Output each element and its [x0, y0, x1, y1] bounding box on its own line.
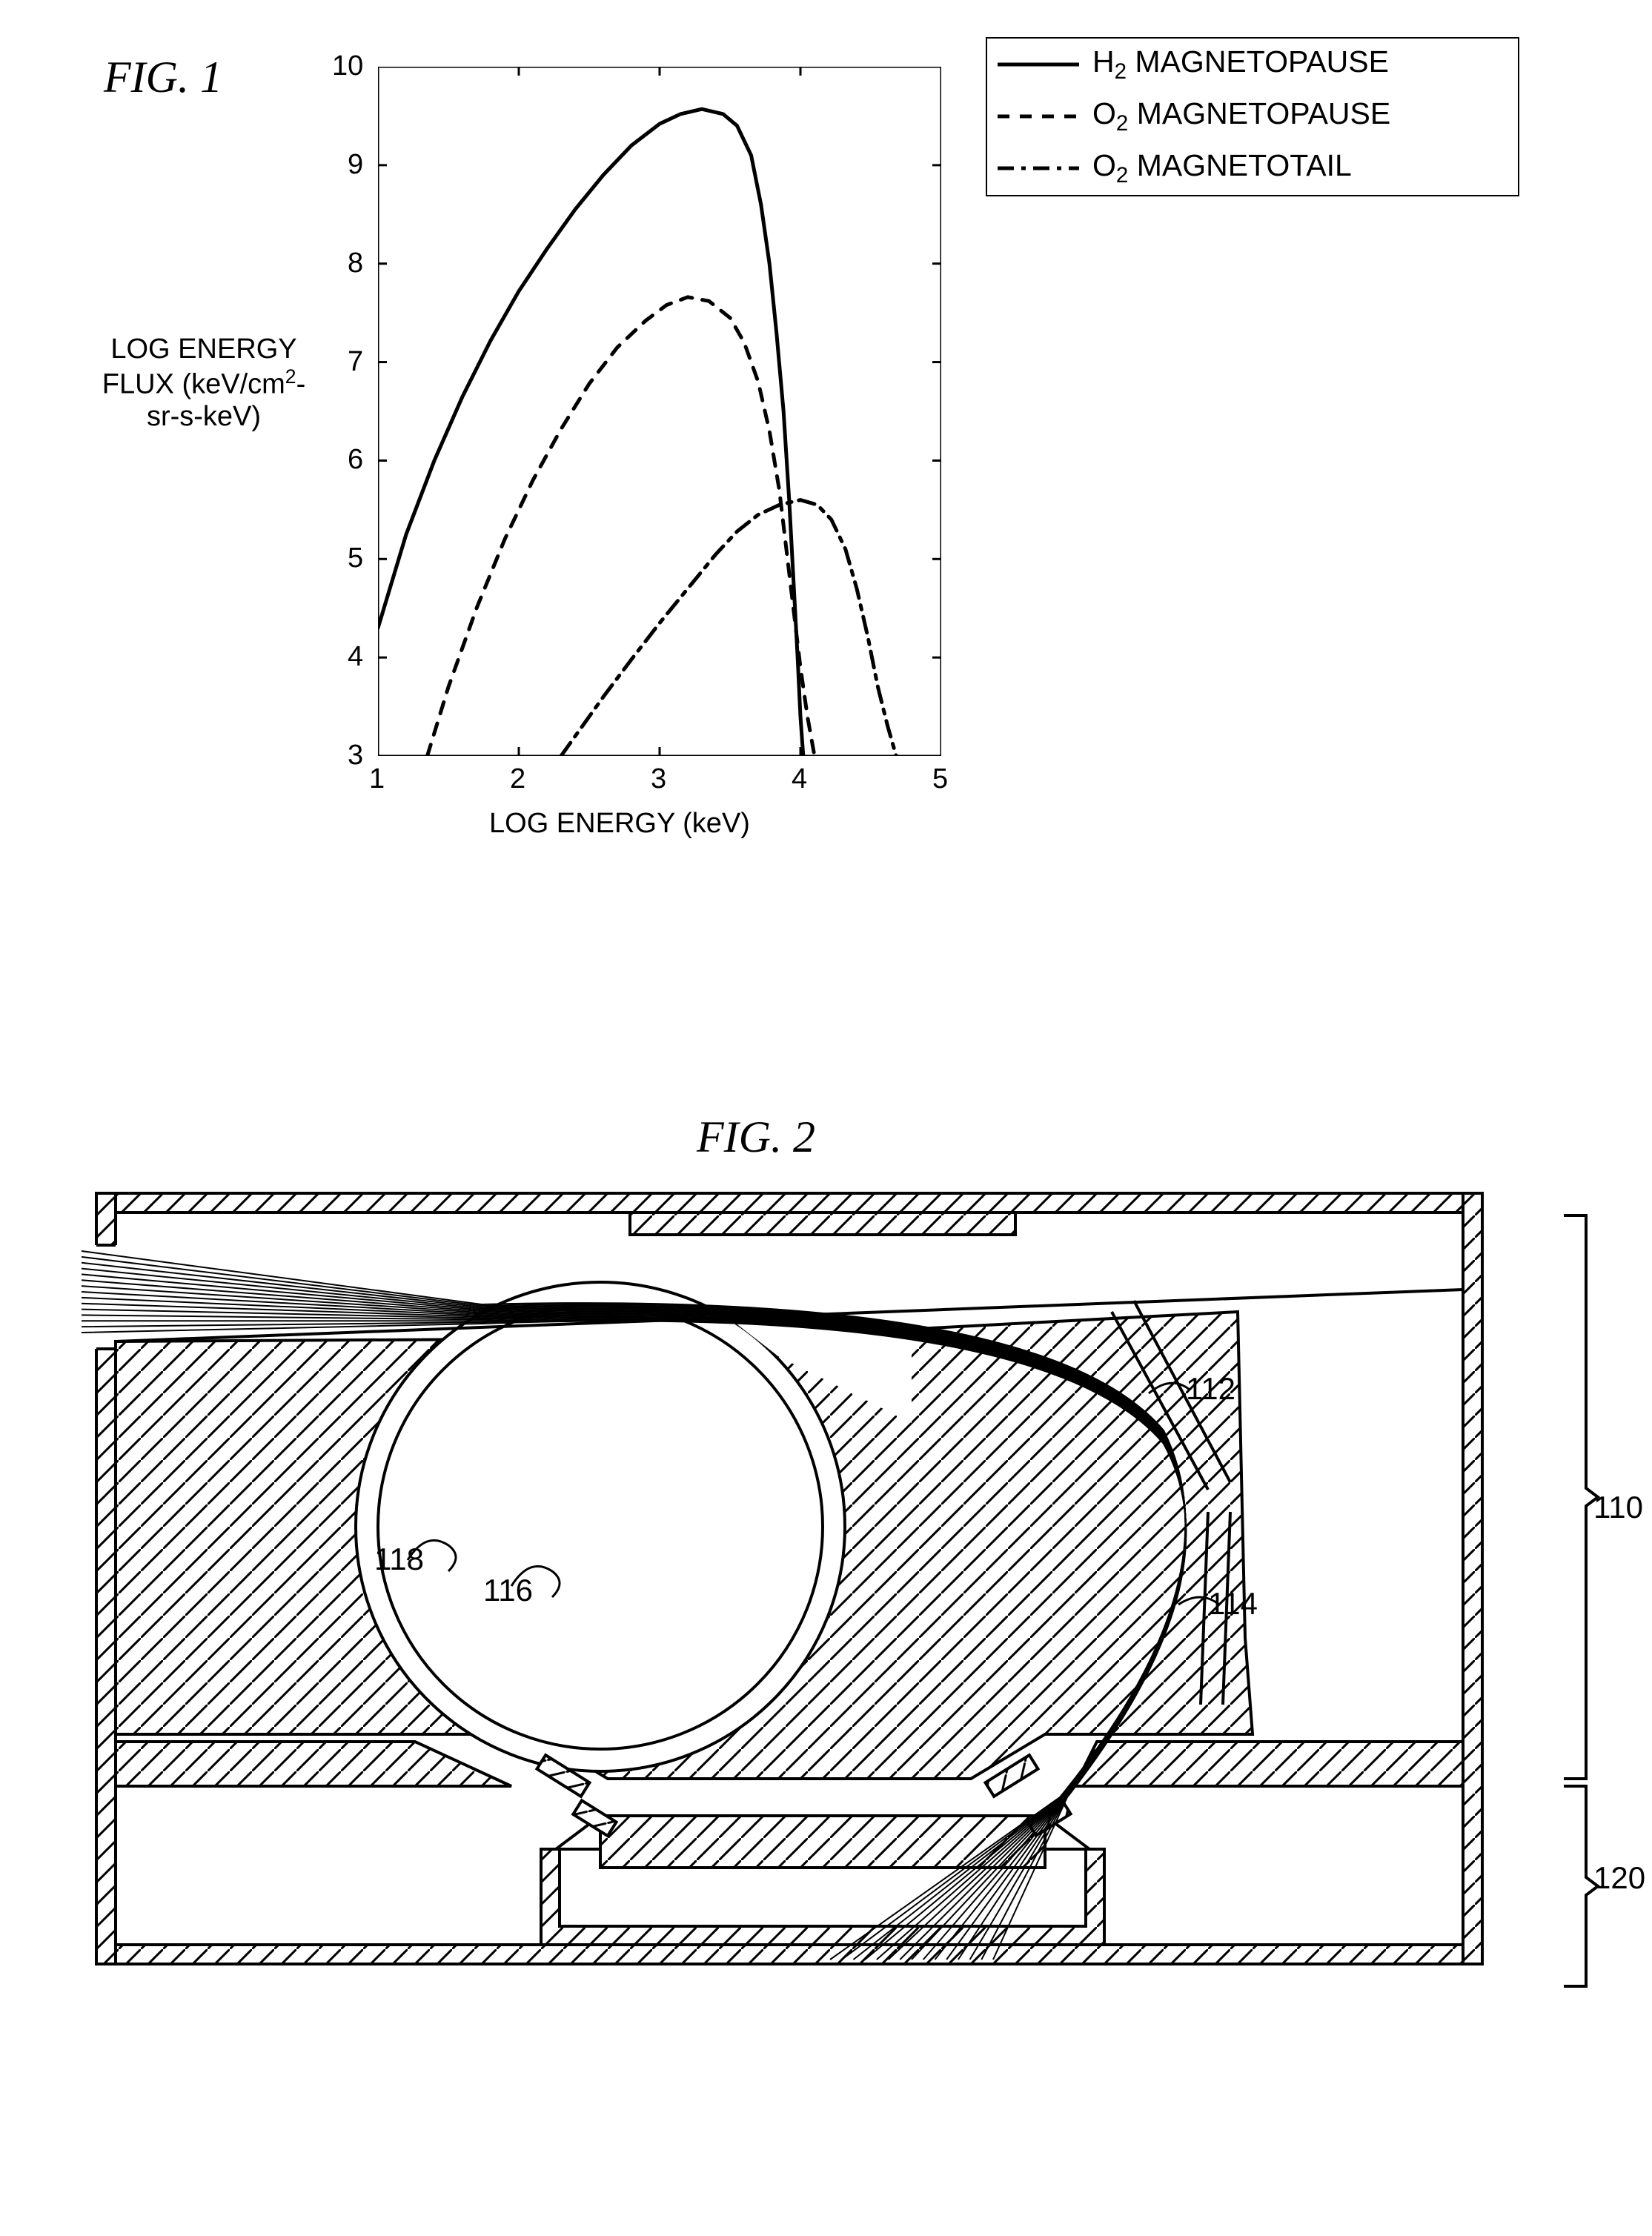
x-tick-label: 5	[932, 763, 948, 795]
y-tick-label: 5	[348, 543, 363, 574]
y-axis-label: LOG ENERGY FLUX (keV/cm2- sr-s-keV)	[59, 334, 348, 433]
legend-label: H2 MAGNETOPAUSE	[1092, 44, 1389, 84]
spacer	[30, 889, 1622, 1171]
legend-item-o2-magnetopause: O2 MAGNETOPAUSE	[987, 90, 1518, 142]
x-tick-label: 2	[510, 763, 525, 795]
page: FIG. 1 H2 MAGNETOPAUSE O2 MAGNETOPAUSE	[30, 30, 1622, 2060]
y-tick-label: 10	[332, 50, 363, 82]
callout-label: 116	[483, 1573, 533, 1608]
x-axis-label: LOG ENERGY (keV)	[489, 808, 750, 840]
legend-item-o2-magnetotail: O2 MAGNETOTAIL	[987, 142, 1518, 194]
x-tick-label: 4	[792, 763, 807, 795]
y-tick-label: 8	[348, 248, 363, 279]
y-tick-label: 6	[348, 444, 363, 476]
callout-label: 118	[374, 1542, 424, 1577]
figure-1: FIG. 1 H2 MAGNETOPAUSE O2 MAGNETOPAUSE	[30, 30, 1622, 889]
figure-2-title: FIG. 2	[697, 1112, 815, 1163]
legend-item-h2-magnetopause: H2 MAGNETOPAUSE	[987, 39, 1518, 90]
legend-swatch-dashdot	[998, 157, 1079, 179]
callout-label: 120	[1593, 1860, 1645, 1896]
y-tick-label: 4	[348, 641, 363, 673]
y-tick-label: 9	[348, 149, 363, 181]
legend-label: O2 MAGNETOTAIL	[1092, 148, 1352, 188]
legend-swatch-solid	[998, 53, 1079, 76]
y-tick-label: 3	[348, 740, 363, 772]
legend-label: O2 MAGNETOPAUSE	[1092, 96, 1390, 136]
chart-legend: H2 MAGNETOPAUSE O2 MAGNETOPAUSE O2 MAGNE…	[986, 37, 1519, 196]
line-chart	[378, 67, 941, 756]
y-tick-label: 7	[348, 346, 363, 378]
figure-2: FIG. 2 112114116118110120	[30, 1171, 1622, 2060]
legend-swatch-dashed	[998, 105, 1079, 127]
x-tick-label: 3	[651, 763, 666, 795]
x-tick-label: 1	[369, 763, 385, 795]
callout-label: 114	[1208, 1586, 1258, 1622]
figure-1-title: FIG. 1	[104, 52, 222, 103]
callout-label: 112	[1186, 1371, 1235, 1407]
callout-label: 110	[1593, 1490, 1643, 1525]
cross-section-diagram	[30, 1171, 1622, 2016]
